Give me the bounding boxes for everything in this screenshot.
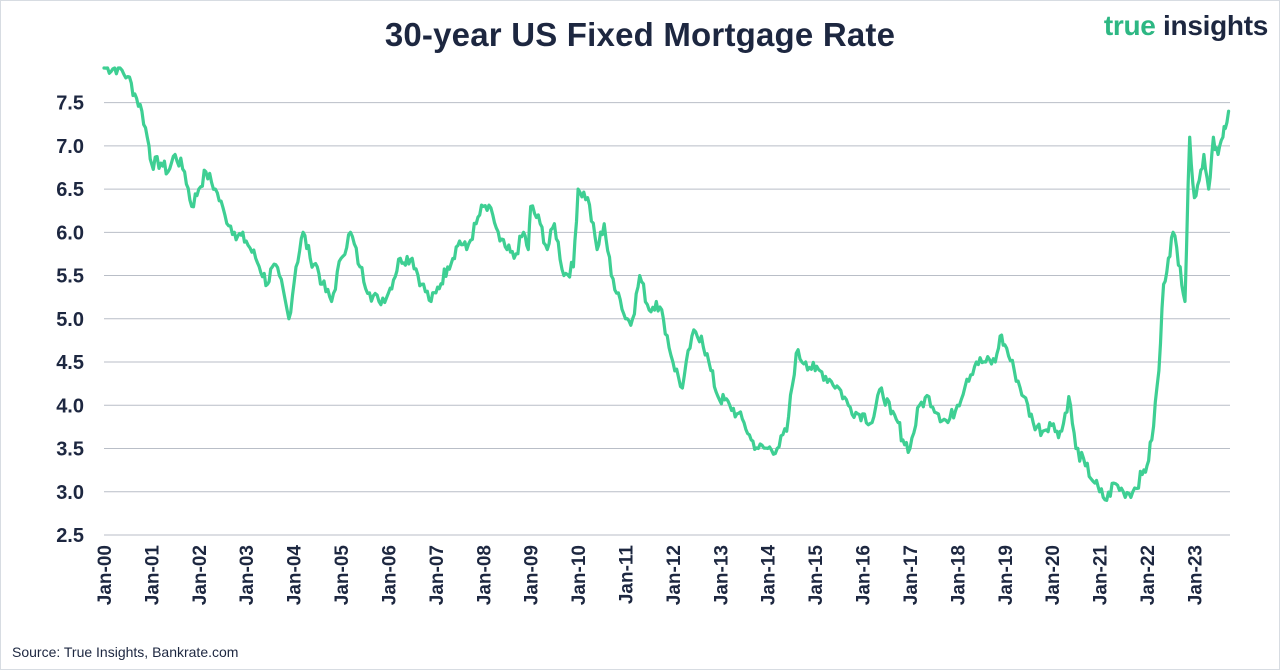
y-tick-label: 5.5 [56,266,84,288]
chart-title: 30-year US Fixed Mortgage Rate [384,16,896,53]
x-tick-label: Jan-10 [569,545,590,605]
x-tick-label: Jan-04 [285,545,306,606]
x-tick-label: Jan-17 [901,545,922,605]
y-tick-label: 4.5 [56,352,84,374]
y-tick-label: 6.5 [56,179,84,201]
brand-logo: true insights [1104,10,1268,42]
x-tick-label: Jan-19 [996,545,1017,605]
y-tick-label: 5.0 [56,309,84,331]
y-tick-label: 7.0 [56,136,84,158]
y-tick-label: 2.5 [56,525,84,547]
y-tick-label: 7.5 [56,93,84,115]
series-line-mortgage-rate [102,66,1231,502]
x-tick-label: Jan-15 [806,545,827,606]
brand-word-insights: insights [1163,10,1268,41]
x-tick-label: Jan-08 [474,545,495,605]
x-tick-label: Jan-14 [759,545,780,606]
x-tick-label: Jan-20 [1043,545,1064,605]
x-tick-label: Jan-21 [1091,545,1112,606]
x-tick-label: Jan-09 [522,545,543,605]
x-tick-label: Jan-16 [854,545,875,605]
x-axis-ticks: Jan-00 Jan-01 Jan-02 Jan-03 Jan-04 Jan-05 Jan-… [95,545,1206,606]
x-tick-label: Jan-18 [948,545,969,605]
y-axis-ticks: 2.5 3.0 3.5 4.0 4.5 5.0 5.5 6.0 6.5 7.0 7.5 [56,93,84,547]
y-tick-label: 6.0 [56,222,84,244]
brand-word-true: true [1103,10,1156,41]
x-tick-label: Jan-12 [664,545,685,605]
x-tick-label: Jan-01 [142,545,163,606]
x-tick-label: Jan-11 [617,545,638,605]
x-tick-label: Jan-03 [237,545,258,605]
y-tick-label: 3.5 [56,439,84,461]
x-tick-label: Jan-06 [379,545,400,605]
x-tick-label: Jan-05 [332,545,353,606]
x-tick-label: Jan-00 [95,545,116,605]
y-tick-label: 3.0 [56,482,84,504]
gridlines [104,102,1230,536]
x-tick-label: Jan-22 [1138,545,1159,605]
x-tick-label: Jan-13 [711,545,732,605]
x-tick-label: Jan-07 [427,545,448,605]
source-note: Source: True Insights, Bankrate.com [12,644,239,660]
x-tick-label: Jan-02 [190,545,211,605]
x-tick-label: Jan-23 [1185,545,1206,605]
y-tick-label: 4.0 [56,395,84,417]
